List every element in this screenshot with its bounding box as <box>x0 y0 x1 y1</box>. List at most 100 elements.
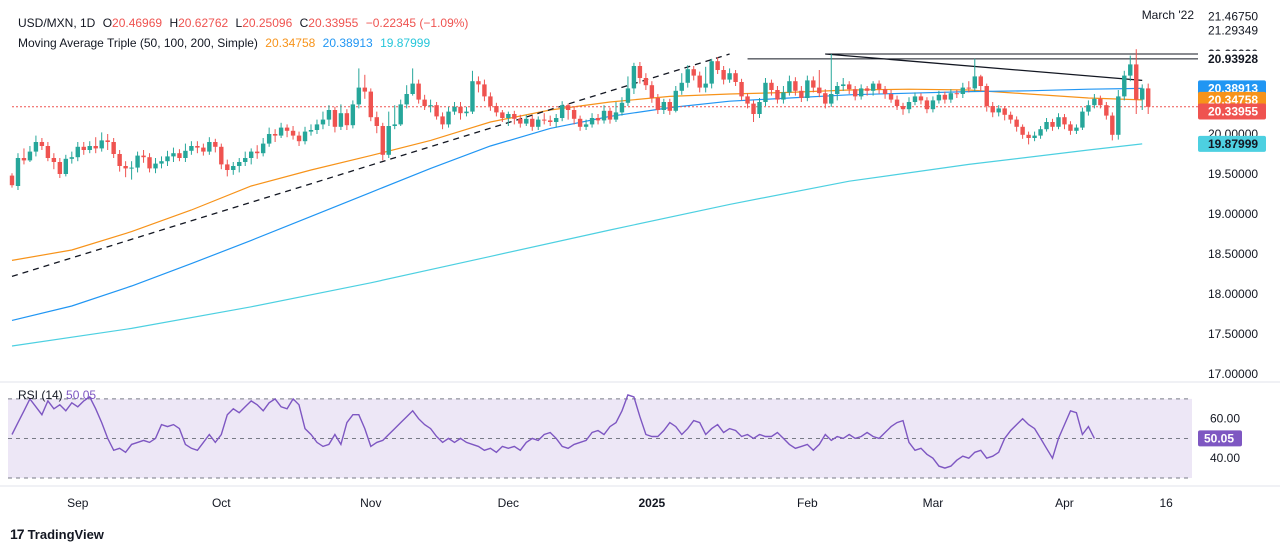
candle-body <box>972 76 977 89</box>
candle <box>876 80 882 94</box>
candle-body <box>9 175 15 186</box>
candle-body <box>320 119 326 125</box>
price-badge-bg <box>1198 103 1266 120</box>
candle-body <box>488 96 493 106</box>
ma-legend[interactable]: Moving Average Triple (50, 100, 200, Sim… <box>18 36 434 50</box>
candle-body <box>924 100 930 110</box>
rsi-legend[interactable]: RSI (14) 50.05 <box>18 388 96 402</box>
candle-body <box>1146 88 1151 107</box>
candle-body <box>721 70 726 80</box>
candle <box>936 90 942 104</box>
candle-body <box>637 66 643 78</box>
candle-body <box>500 112 505 118</box>
candle-body <box>410 83 415 94</box>
candle-body <box>894 99 900 106</box>
candle <box>326 105 332 126</box>
candle-body <box>189 146 194 151</box>
candle-body <box>918 96 924 101</box>
candle-body <box>673 90 678 111</box>
candle-body <box>105 140 110 142</box>
candle-body <box>1056 117 1061 127</box>
candle <box>571 106 577 125</box>
candle <box>1002 106 1007 121</box>
candle-body <box>607 110 613 120</box>
candle <box>841 78 846 91</box>
candle-body <box>249 151 254 158</box>
candle-body <box>452 106 457 112</box>
candle <box>470 70 475 114</box>
candle <box>595 114 601 125</box>
candle-body <box>254 151 260 154</box>
candle <box>1086 100 1091 116</box>
candle-body <box>655 98 661 110</box>
candle <box>643 73 649 90</box>
candle <box>757 98 762 118</box>
candle <box>171 147 176 162</box>
candle <box>1080 107 1085 130</box>
candle <box>1038 126 1043 139</box>
candle-body <box>398 104 403 125</box>
price-badge-label: 20.93928 <box>1208 52 1258 66</box>
candle <box>141 150 146 163</box>
candle <box>835 82 840 101</box>
rsi-pane[interactable]: 60.00 40.00 50.05 <box>0 381 1280 479</box>
candle-body <box>805 80 810 98</box>
rsi-line <box>11 394 1096 469</box>
candle-body <box>1020 126 1025 135</box>
candle-body <box>811 80 816 88</box>
candle-body <box>703 83 708 88</box>
candle-body <box>930 100 936 110</box>
candle-body <box>876 83 882 90</box>
time-tick-label: Oct <box>212 496 231 510</box>
rsi-tick-label: 40.00 <box>1210 451 1240 465</box>
candle <box>948 89 954 103</box>
candle <box>966 81 971 93</box>
candle-body <box>912 96 918 102</box>
candle <box>1008 111 1013 124</box>
candle <box>972 58 977 92</box>
candle-body <box>542 119 547 121</box>
candle-body <box>159 161 164 164</box>
candle <box>195 141 200 154</box>
candle <box>386 111 391 158</box>
candle-body <box>536 119 541 127</box>
candle <box>272 129 278 142</box>
candle-body <box>464 111 469 114</box>
candle <box>900 102 906 115</box>
candle <box>356 68 362 109</box>
candle-body <box>1074 127 1079 131</box>
candle <box>380 122 385 161</box>
candle-body <box>284 127 290 131</box>
candle-body <box>147 157 152 169</box>
candle <box>308 124 314 136</box>
candle <box>1032 131 1037 142</box>
candle-body <box>966 87 971 89</box>
candle-body <box>446 111 451 125</box>
candle <box>500 110 505 122</box>
ma200-line <box>11 143 1143 347</box>
candle-body <box>948 93 954 100</box>
candle-body <box>237 162 242 166</box>
candle <box>996 105 1001 117</box>
candle-body <box>476 81 481 85</box>
candle <box>548 115 553 126</box>
time-axis[interactable]: Sep Oct Nov Dec 2025 Feb Mar Apr 16 <box>0 485 1280 510</box>
ma-legend-label: Moving Average Triple (50, 100, 200, Sim… <box>18 36 258 50</box>
candle <box>542 113 547 125</box>
price-badge: 20.93928 <box>1198 50 1266 67</box>
candle-body <box>631 66 637 89</box>
tradingview-logo[interactable]: 17 TradingView <box>10 526 104 542</box>
candle <box>775 86 780 104</box>
trendline-dashed-0 <box>11 53 730 278</box>
candle-body <box>482 84 487 97</box>
candle <box>63 154 69 177</box>
candle <box>984 83 989 112</box>
price-axis[interactable]: 17.00000 17.50000 18.00000 18.50000 19.00000… <box>1198 10 1266 381</box>
candle <box>864 86 870 96</box>
candle <box>829 54 834 107</box>
candle <box>1056 113 1061 130</box>
candle-body <box>296 135 302 142</box>
price-tick-label: 19.00000 <box>1208 207 1258 221</box>
candle <box>1110 112 1115 141</box>
